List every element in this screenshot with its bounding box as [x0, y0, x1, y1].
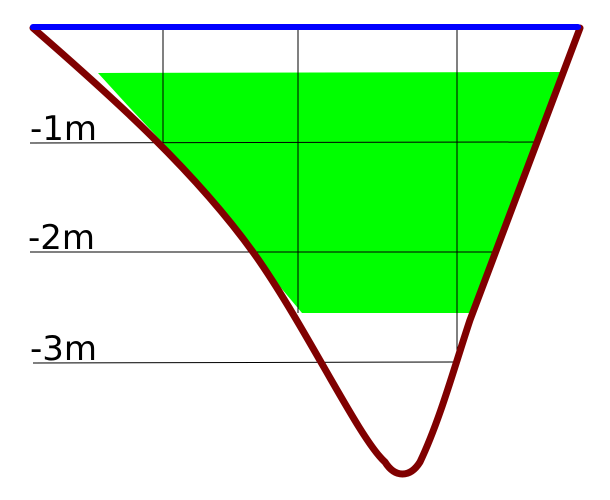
depth-line-1m: [29, 141, 541, 144]
flow-area: [98, 72, 561, 313]
channel-bed-curve: [29, 24, 584, 478]
depth-label-1m: -1m: [30, 109, 97, 149]
grid: [29, 28, 541, 364]
depth-label-2m: -2m: [28, 218, 95, 258]
depth-label-3m: -3m: [30, 329, 97, 369]
depth-line-3m: [32, 361, 458, 364]
